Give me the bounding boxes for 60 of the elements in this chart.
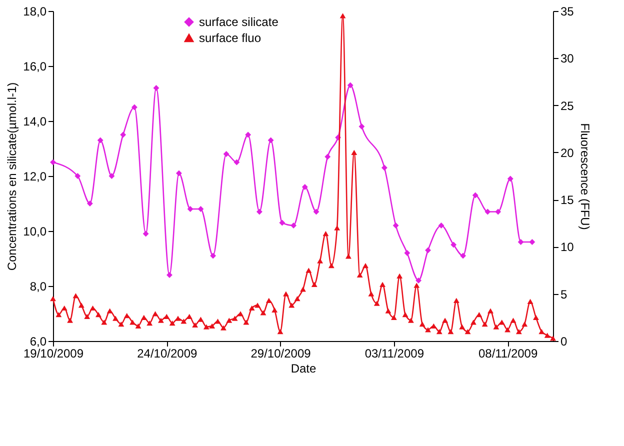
point <box>507 176 514 182</box>
point <box>425 247 431 254</box>
point <box>518 239 524 245</box>
y2-tick-label: 5 <box>560 287 568 302</box>
point <box>302 184 308 190</box>
point <box>210 252 216 259</box>
point <box>495 208 502 215</box>
point <box>450 242 457 248</box>
point <box>245 132 252 138</box>
x-tick-label: 08/11/2009 <box>478 346 538 360</box>
point <box>460 252 466 259</box>
point <box>142 230 149 237</box>
point <box>74 173 81 179</box>
point <box>176 170 182 176</box>
y-tick-label: 14,0 <box>23 114 47 128</box>
y-tick-label: 18,0 <box>23 4 47 18</box>
x-tick-label: 29/10/2009 <box>250 346 312 360</box>
y-tick-label: 8,0 <box>30 280 47 294</box>
y-tick-label: 12,0 <box>23 170 47 184</box>
y-tick-label: 6,0 <box>30 334 47 348</box>
y2-tick-label: 30 <box>560 52 574 66</box>
legend-label: surface fluo <box>199 31 262 45</box>
point <box>198 206 204 212</box>
point <box>358 124 365 130</box>
point <box>50 159 56 166</box>
y-tick-label: 10,0 <box>23 224 47 238</box>
point <box>484 208 491 215</box>
y2-tick-label: 0 <box>560 334 568 348</box>
point <box>108 173 115 179</box>
x-tick-label: 03/11/2009 <box>364 346 424 360</box>
legend-label: surface silicate <box>199 15 279 29</box>
point <box>153 85 160 91</box>
point <box>438 222 444 228</box>
x-tick-label: 24/10/2009 <box>137 346 198 360</box>
y2-axis-title: Fluorescence (FFU) <box>578 123 592 230</box>
y2-tick-label: 20 <box>560 146 574 160</box>
point <box>256 208 262 215</box>
point <box>392 222 399 228</box>
point <box>131 104 138 110</box>
point <box>404 250 410 256</box>
y2-tick-label: 10 <box>560 240 574 254</box>
point <box>324 154 331 160</box>
point <box>347 82 354 88</box>
point <box>279 220 286 226</box>
y2-tick-label: 25 <box>560 98 574 113</box>
point <box>223 151 230 157</box>
y-axis-title: Concentrations en silicate(µmol.l-1) <box>5 82 20 271</box>
point <box>97 137 104 144</box>
point <box>472 192 478 198</box>
x-tick-label: 19/10/2009 <box>23 346 84 360</box>
point <box>120 132 126 138</box>
point <box>268 137 274 144</box>
point <box>86 200 93 206</box>
point <box>381 164 388 171</box>
y-tick-label: 16,0 <box>23 60 47 74</box>
point <box>187 206 194 212</box>
point <box>529 239 536 245</box>
x-axis-title: Date <box>290 362 316 376</box>
y2-tick-label: 35 <box>560 4 574 18</box>
y2-tick-label: 15 <box>560 193 574 208</box>
